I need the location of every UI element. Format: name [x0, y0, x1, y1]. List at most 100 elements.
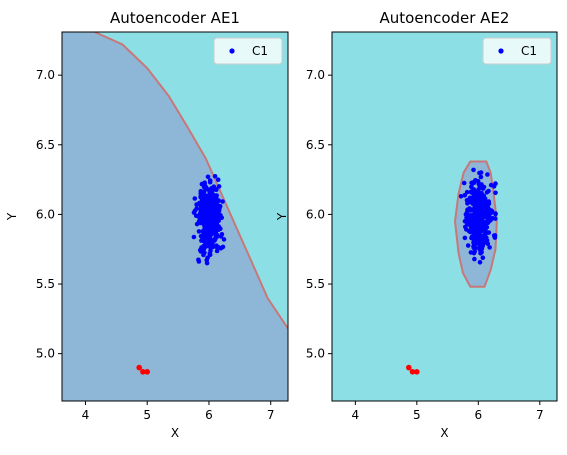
data-point [205, 174, 211, 180]
y-axis-label: Y [275, 212, 289, 221]
axes-frame [331, 31, 558, 402]
data-point [206, 231, 211, 236]
data-point [206, 240, 211, 245]
data-point [217, 203, 223, 209]
x-axis-label: X [171, 426, 179, 440]
data-point [471, 194, 476, 200]
data-point [214, 248, 220, 254]
data-point [477, 260, 483, 265]
data-point [465, 207, 470, 212]
chart-title: Autoencoder AE2 [380, 9, 510, 27]
outlier-point [136, 364, 142, 371]
x-tick-label: 5 [143, 408, 151, 422]
data-point [216, 227, 221, 232]
data-point [213, 222, 219, 228]
data-point [214, 187, 219, 193]
legend: C1 [213, 37, 283, 65]
data-point [218, 213, 223, 218]
data-point [462, 219, 468, 224]
data-point [215, 177, 221, 182]
data-point [212, 205, 218, 211]
data-point [470, 180, 476, 185]
data-point [198, 249, 204, 254]
y-tick-label: 5.5 [36, 277, 55, 291]
decision-boundary [453, 160, 498, 288]
data-point [477, 242, 482, 247]
x-tick-label: 4 [352, 408, 360, 422]
outlier-point [414, 369, 420, 375]
plot-background [332, 32, 557, 401]
data-point [468, 223, 473, 229]
data-point [212, 174, 218, 179]
data-point [201, 252, 206, 258]
data-point [480, 222, 486, 228]
data-point [207, 251, 213, 257]
x-tick-label: 4 [82, 408, 90, 422]
data-point [477, 213, 483, 219]
data-point [202, 210, 207, 216]
decision-region [62, 32, 288, 401]
data-point [463, 224, 468, 230]
data-point [214, 243, 219, 248]
data-point [478, 170, 484, 175]
data-point [199, 197, 205, 203]
data-point [192, 208, 198, 214]
y-tick-label: 6.5 [306, 138, 325, 152]
data-point [465, 197, 471, 203]
x-tick-label: 5 [413, 408, 421, 422]
data-point [473, 229, 479, 235]
data-point [493, 190, 498, 196]
y-tick-label: 6.0 [306, 207, 325, 221]
data-point [203, 184, 209, 190]
data-point [219, 232, 225, 237]
data-point [493, 181, 498, 186]
data-point [198, 233, 204, 239]
data-point [480, 255, 486, 260]
data-point [201, 189, 207, 194]
data-point [478, 191, 483, 197]
x-axis-label: X [440, 426, 448, 440]
legend-box [213, 37, 283, 65]
data-point [485, 220, 491, 226]
data-point [204, 260, 210, 266]
data-point [214, 197, 219, 203]
data-point [482, 228, 487, 233]
outlier-point [144, 369, 150, 375]
data-point [470, 201, 475, 206]
data-point [207, 179, 213, 185]
data-point [462, 235, 468, 241]
data-point [216, 184, 222, 189]
data-point [201, 243, 207, 249]
y-axis-label: Y [5, 212, 19, 221]
data-point [476, 208, 482, 214]
data-point [196, 229, 202, 234]
legend-box [482, 37, 552, 65]
data-point [472, 213, 477, 219]
y-tick-label: 6.0 [36, 207, 55, 221]
data-point [221, 237, 227, 242]
y-tick-label: 5.0 [36, 347, 55, 361]
data-point [486, 213, 492, 219]
x-tick-label: 7 [536, 408, 544, 422]
data-point [475, 197, 481, 202]
data-point [206, 217, 211, 223]
data-point [198, 219, 203, 225]
data-point [485, 172, 490, 177]
data-point [472, 256, 477, 262]
data-point [471, 250, 477, 256]
data-point [206, 205, 212, 211]
data-point [492, 235, 498, 240]
x-tick-label: 6 [205, 408, 213, 422]
data-point [198, 208, 204, 214]
legend-label: C1 [252, 44, 268, 58]
data-point [220, 199, 225, 204]
data-point [197, 215, 202, 221]
data-point [196, 257, 201, 263]
data-point [479, 237, 484, 242]
y-tick-label: 5.5 [306, 277, 325, 291]
panel-1: 4 5 6 7 5.0 5.5 6.0 6.5 7.0 Autoencoder AE1 X Y C1 [5, 9, 289, 440]
data-point [461, 180, 467, 186]
data-point [488, 208, 494, 213]
data-point [468, 207, 474, 213]
cluster-c1 [191, 174, 227, 266]
